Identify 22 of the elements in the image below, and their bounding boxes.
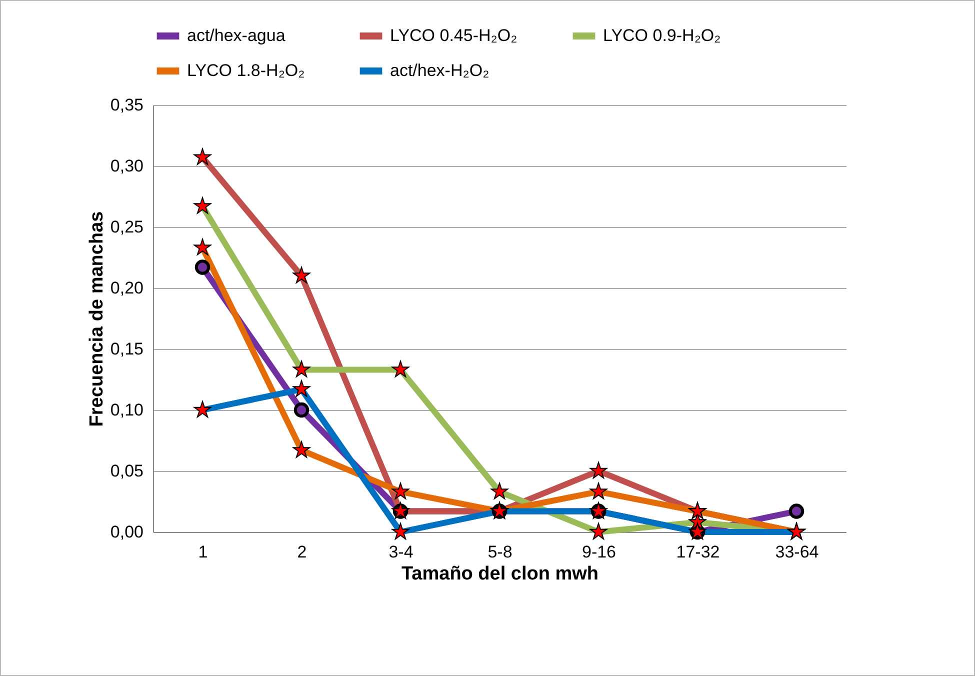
- legend-label: act/hex-agua: [187, 26, 286, 45]
- y-tick-label: 0,35: [110, 96, 144, 114]
- x-tick-label: 5-8: [488, 542, 512, 562]
- x-axis-title: Tamaño del clon mwh: [401, 564, 599, 584]
- y-tick-label: 0,10: [110, 400, 144, 420]
- legend-label: LYCO 0.9-H₂O₂: [603, 26, 721, 45]
- y-tick-label: 0,00: [110, 522, 144, 542]
- y-tick-label: 0,15: [110, 340, 144, 358]
- x-tick-label: 2: [297, 542, 307, 562]
- x-tick-label: 3-4: [388, 542, 414, 562]
- y-tick-label: 0,25: [110, 218, 144, 236]
- legend-label: LYCO 1.8-H₂O₂: [187, 61, 305, 80]
- x-tick-label: 17-32: [676, 542, 720, 562]
- y-axis-title: Frecuencia de manchas: [86, 211, 108, 427]
- y-tick-label: 0,30: [110, 156, 144, 176]
- x-tick-label: 1: [198, 542, 208, 562]
- x-tick-label: 9-16: [582, 542, 616, 562]
- y-tick-label: 0,05: [110, 462, 144, 480]
- legend-label: LYCO 0.45-H₂O₂: [390, 26, 518, 45]
- x-tick-label: 33-64: [775, 542, 819, 562]
- legend-label: act/hex-H₂O₂: [390, 61, 490, 80]
- y-tick-label: 0,20: [110, 278, 144, 298]
